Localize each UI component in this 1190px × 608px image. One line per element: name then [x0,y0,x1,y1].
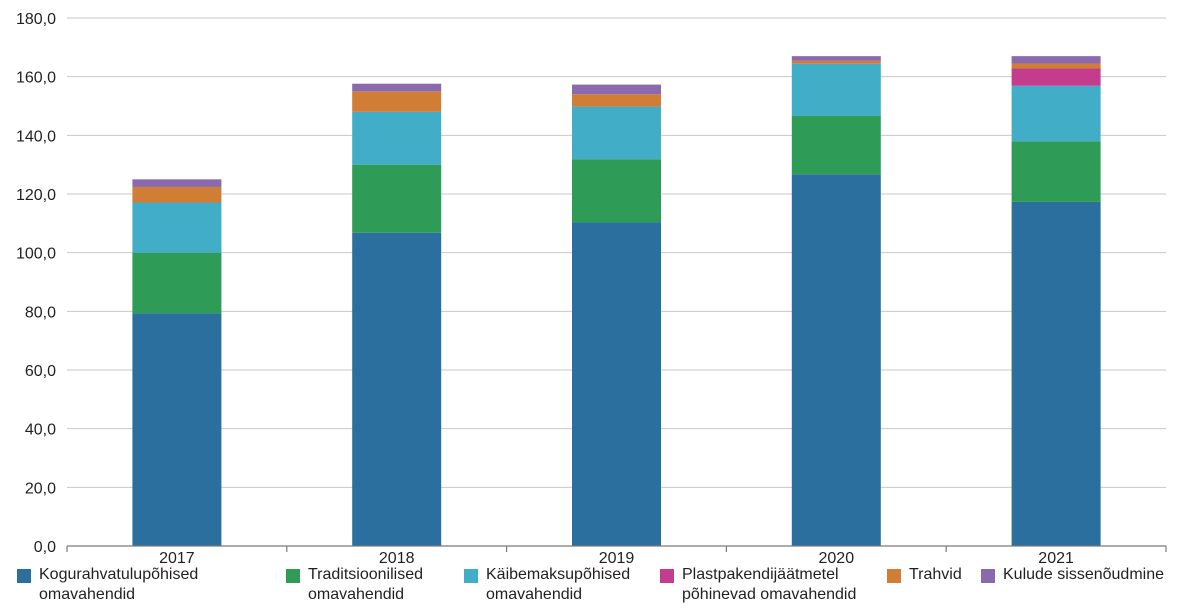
bar-segment [791,63,881,116]
legend-item: Kogurahvatulupõhised omavahendid [17,565,198,605]
legend-item: Plastpakendijäätmetel põhinevad omavahen… [660,565,856,605]
bar-segment [1011,141,1101,202]
bar-segment [572,159,661,223]
y-tick-label: 40,0 [25,422,56,439]
bar-segment [352,83,442,92]
x-axis [66,545,1167,552]
bars [132,56,1101,547]
y-tick-label: 20,0 [25,480,56,497]
bar-stack-2021 [1011,56,1101,547]
bar-stack-2017 [132,179,222,546]
bar-segment [132,252,222,314]
bar-segment [132,186,222,203]
y-tick-label: 80,0 [25,304,56,321]
bar-segment [572,94,661,107]
bar-segment [1011,63,1101,69]
y-tick-label: 100,0 [16,246,56,263]
bar-segment [791,174,881,546]
x-tick-label: 2019 [599,550,635,565]
legend-item: Käibemaksupõhised omavahendid [464,565,630,605]
legend-swatch [17,569,31,583]
y-tick-label: 0,0 [34,539,56,556]
legend-label: Traditsioonilised omavahendid [308,566,424,603]
bar-segment [791,115,881,175]
legend-item: Trahvid [887,565,962,585]
bar-stack-2019 [572,84,661,546]
x-axis-tick-labels: 2017 2018 2019 2020 2021 [159,550,1074,565]
legend-swatch [981,569,995,583]
bar-segment [132,313,222,546]
legend-item: Traditsioonilised omavahendid [286,565,423,605]
stacked-bar-chart: 0,0 20,0 40,0 60,0 80,0 100,0 120,0 140,0 160,0 1… [16,11,1167,565]
bar-segment [352,232,442,546]
bar-segment [572,106,661,160]
bar-segment [132,179,222,187]
x-tick-label: 2021 [1038,550,1074,565]
legend-label: Käibemaksupõhised omavahendid [486,566,631,603]
bar-segment [572,84,661,95]
y-tick-label: 120,0 [16,187,56,204]
x-tick-label: 2018 [379,550,415,565]
bar-segment [132,202,222,253]
legend-label: Kogurahvatulupõhised omavahendid [39,566,199,603]
legend-swatch [660,569,674,583]
legend-swatch [286,569,300,583]
legend-label: Trahvid [909,566,962,583]
bar-segment [352,91,442,112]
legend: Kogurahvatulupõhised omavahendid Traditsi… [0,565,1190,608]
bar-segment [1011,56,1101,64]
y-tick-label: 140,0 [16,128,56,145]
bar-segment [352,164,442,233]
y-tick-label: 180,0 [16,11,56,28]
bar-segment [1011,201,1101,547]
bar-stack-2018 [352,83,442,546]
bar-segment [791,60,881,64]
y-tick-label: 160,0 [16,70,56,87]
legend-item: Kulude sissenõudmine [981,565,1164,585]
bar-stack-2020 [791,56,881,546]
legend-label: Plastpakendijäätmetel põhinevad omavahen… [682,566,857,603]
x-tick-label: 2020 [819,550,855,565]
bar-segment [791,56,881,61]
bar-segment [352,111,442,165]
y-tick-label: 60,0 [25,363,56,380]
bar-segment [1011,85,1101,142]
legend-swatch [464,569,478,583]
bar-segment [1011,68,1101,86]
x-tick-label: 2017 [159,550,195,565]
bar-segment [572,222,661,546]
legend-label: Kulude sissenõudmine [1003,566,1164,583]
y-axis-tick-labels: 0,0 20,0 40,0 60,0 80,0 100,0 120,0 140,0 160,0 1… [16,11,56,556]
legend-swatch [887,569,901,583]
